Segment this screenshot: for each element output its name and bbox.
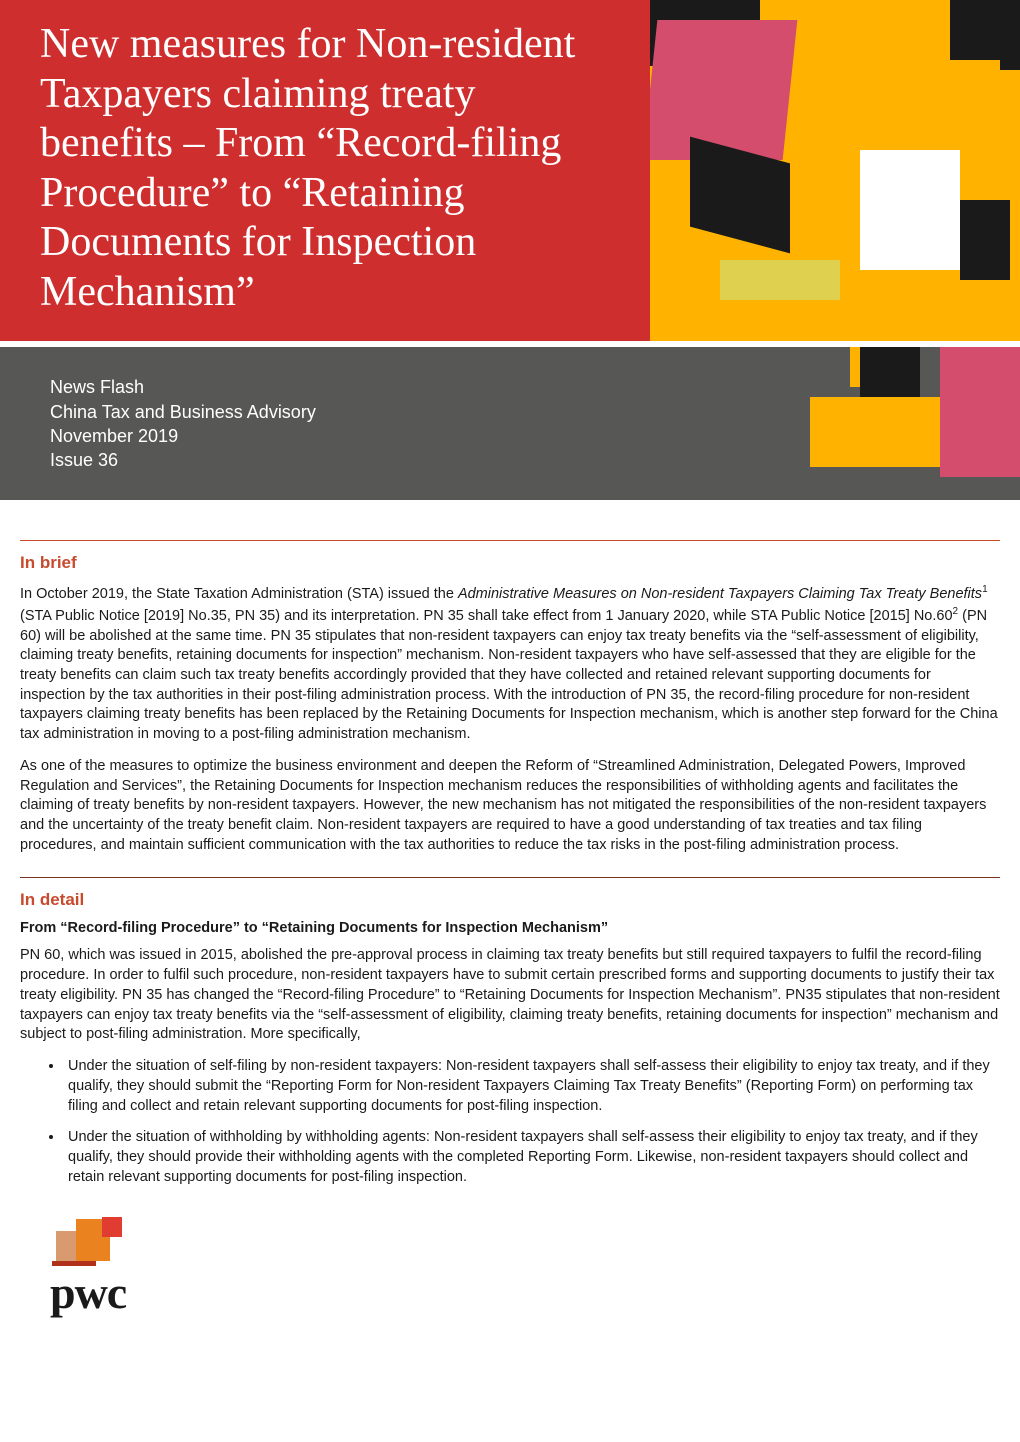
- text-run: (STA Public Notice [2019] No.35, PN 35) …: [20, 608, 953, 624]
- document-title: New measures for Non-resident Taxpayers …: [40, 20, 610, 317]
- list-item: Under the situation of self-filing by no…: [64, 1057, 1000, 1116]
- meta-line-newsflash: News Flash: [50, 375, 610, 399]
- body-content: In brief In October 2019, the State Taxa…: [0, 500, 1020, 1219]
- meta-line-issue: Issue 36: [50, 448, 610, 472]
- text-run: (PN 60) will be abolished at the same ti…: [20, 608, 998, 742]
- logo-mark: [56, 1219, 1000, 1261]
- meta-line-date: November 2019: [50, 424, 610, 448]
- deco-block: [810, 397, 940, 467]
- text-run: In October 2019, the State Taxation Admi…: [20, 586, 458, 602]
- indetail-subheading: From “Record-filing Procedure” to “Retai…: [20, 920, 1000, 936]
- deco-block: [960, 200, 1010, 280]
- inbrief-paragraph-1: In October 2019, the State Taxation Admi…: [20, 583, 1000, 744]
- deco-block: [650, 20, 797, 160]
- footnote-ref-1: 1: [982, 584, 988, 595]
- section-heading-indetail: In detail: [20, 890, 1000, 910]
- pwc-logo: pwc: [0, 1219, 1020, 1336]
- hero-banner: New measures for Non-resident Taxpayers …: [0, 0, 1020, 341]
- italic-title: Administrative Measures on Non-resident …: [458, 586, 982, 602]
- logo-block: [102, 1217, 122, 1237]
- meta-line-advisory: China Tax and Business Advisory: [50, 400, 610, 424]
- hero-graphic: [650, 0, 1020, 341]
- list-item: Under the situation of withholding by wi…: [64, 1128, 1000, 1187]
- page: New measures for Non-resident Taxpayers …: [0, 0, 1020, 1336]
- meta-banner: News Flash China Tax and Business Adviso…: [0, 347, 1020, 500]
- deco-block: [720, 260, 840, 300]
- indetail-bullet-list: Under the situation of self-filing by no…: [20, 1057, 1000, 1187]
- deco-block: [940, 347, 1020, 477]
- logo-bar: [52, 1261, 96, 1266]
- deco-block: [860, 150, 960, 270]
- inbrief-paragraph-2: As one of the measures to optimize the b…: [20, 757, 1000, 856]
- hero-title-block: New measures for Non-resident Taxpayers …: [0, 0, 650, 341]
- logo-wordmark: pwc: [50, 1270, 1000, 1316]
- section-heading-inbrief: In brief: [20, 553, 1000, 573]
- meta-graphic: [650, 347, 1020, 500]
- meta-text-block: News Flash China Tax and Business Adviso…: [0, 347, 650, 500]
- divider: [20, 540, 1000, 541]
- divider: [20, 877, 1000, 878]
- indetail-paragraph-1: PN 60, which was issued in 2015, abolish…: [20, 946, 1000, 1045]
